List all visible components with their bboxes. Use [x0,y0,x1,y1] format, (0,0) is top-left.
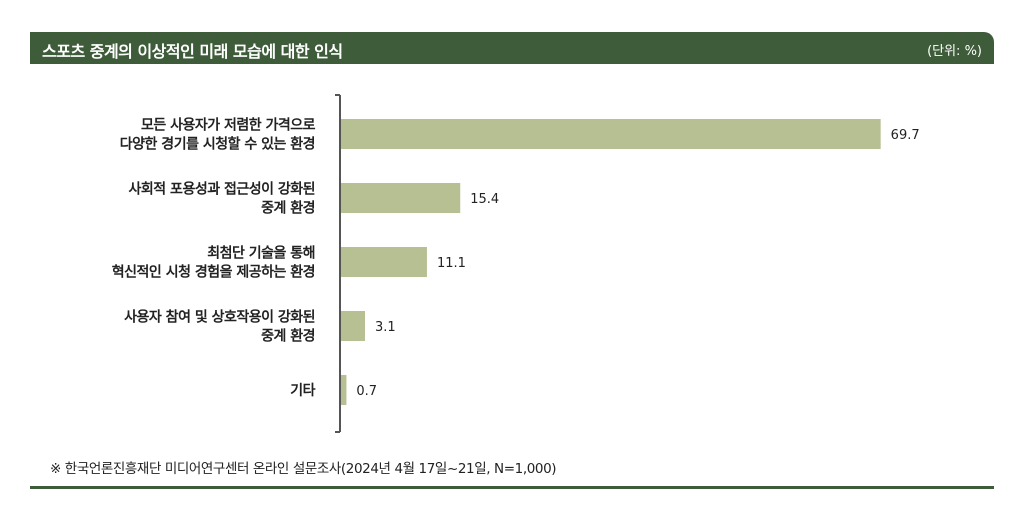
chart-title: 스포츠 중계의 이상적인 미래 모습에 대한 인식 [42,42,343,61]
bar [341,311,366,341]
source-note: ※ 한국언론진흥재단 미디어연구센터 온라인 설문조사(2024년 4월 17일… [50,461,557,477]
value-label: 15.4 [470,192,499,207]
category-label: 다양한 경기를 시청할 수 있는 환경 [120,136,315,153]
value-label: 11.1 [437,256,466,271]
bottom-divider [30,486,994,489]
category-label: 중계 환경 [261,328,315,345]
category-label: 중계 환경 [261,200,315,217]
chart-header: 스포츠 중계의 이상적인 미래 모습에 대한 인식 (단위: %) [30,32,994,64]
category-label: 모든 사용자가 저렴한 가격으로 [141,117,316,134]
value-label: 3.1 [375,320,396,335]
value-label: 0.7 [356,384,377,399]
unit-label: (단위: %) [927,44,982,59]
category-label: 사회적 포용성과 접근성이 강화된 [129,181,315,198]
category-label: 최첨단 기술을 통해 [207,245,315,262]
category-label: 기타 [290,383,315,399]
bar [341,375,347,405]
bar [341,183,461,213]
value-label: 69.7 [891,128,920,143]
category-label: 혁신적인 시청 경험을 제공하는 환경 [112,264,315,281]
bar [341,119,881,149]
bar [341,247,427,277]
category-label: 사용자 참여 및 상호작용이 강화된 [124,309,315,326]
